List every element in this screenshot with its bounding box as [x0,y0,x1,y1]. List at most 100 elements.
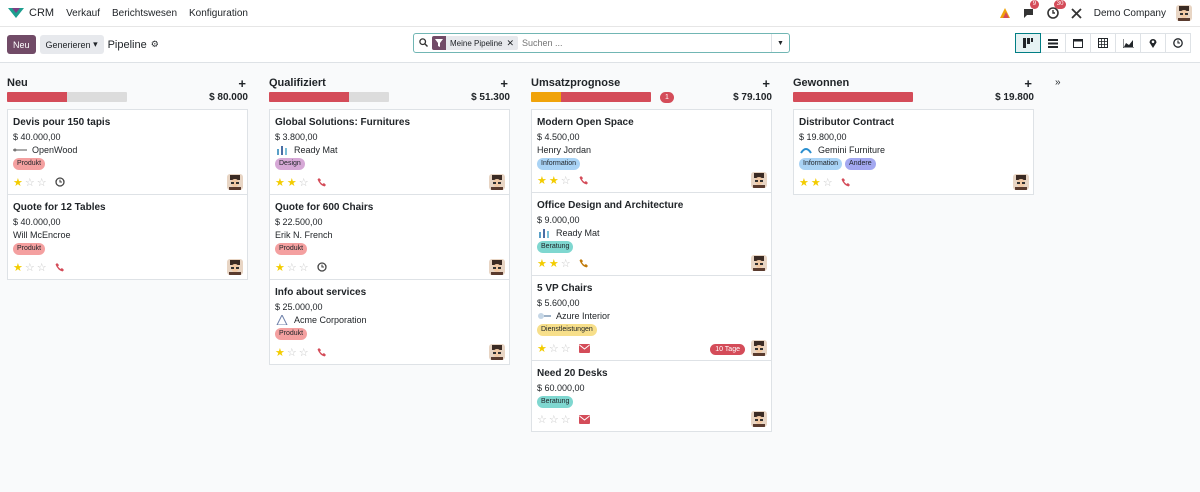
priority-star-icon[interactable]: ☆ [822,176,833,189]
priority-star-icon[interactable]: ☆ [548,343,559,355]
menu-konfiguration[interactable]: Konfiguration [189,7,248,19]
lead-card[interactable]: Modern Open Space $ 4.500,00 Henry Jordan I… [531,109,772,193]
priority-star-icon[interactable]: ★ [548,257,559,270]
lead-card[interactable]: Info about services $ 25.000,00 Acme Corpo… [269,279,510,365]
quick-create-plus-icon[interactable]: + [238,75,246,91]
lead-card[interactable]: Need 20 Desks $ 60.000,00 Beratung ☆ ☆ ☆ [531,360,772,432]
priority-star-icon[interactable]: ★ [537,343,547,355]
salesperson-avatar[interactable] [751,172,767,188]
column-count-badge[interactable]: 1 [660,91,674,103]
company-switcher[interactable]: Demo Company [1093,7,1166,19]
generate-button[interactable]: Generieren ▾ [39,35,104,54]
salesperson-avatar[interactable] [751,411,767,427]
view-graph[interactable] [1115,33,1141,53]
priority-star-icon[interactable]: ☆ [560,257,571,270]
app-name[interactable]: CRM [29,7,55,19]
envelope-icon[interactable] [578,415,590,426]
priority-star-icon[interactable]: ☆ [298,261,309,274]
clock-icon[interactable] [54,177,65,189]
priority-star-icon[interactable]: ☆ [286,261,297,274]
messages-icon[interactable]: 9 [1022,0,1040,20]
progress-segment[interactable] [561,92,651,102]
salesperson-avatar[interactable] [227,174,243,190]
salesperson-avatar[interactable] [751,255,767,271]
quick-create-plus-icon[interactable]: + [1024,75,1032,91]
priority-star-icon[interactable]: ★ [13,176,23,189]
priority-star-icon[interactable]: ☆ [24,176,35,189]
debug-tools-icon[interactable] [1070,6,1084,20]
priority-star-icon[interactable]: ☆ [560,174,571,187]
priority-star-icon[interactable]: ★ [13,261,23,274]
priority-star-icon[interactable]: ★ [799,176,809,189]
priority-star-icon[interactable]: ★ [810,176,821,189]
menu-berichtswesen[interactable]: Berichtswesen [111,7,178,19]
priority-star-icon[interactable]: ★ [548,174,559,187]
phone-icon[interactable] [579,258,589,270]
phone-icon[interactable] [841,177,851,189]
salesperson-avatar[interactable] [1013,174,1029,190]
priority-star-icon[interactable]: ★ [537,257,547,270]
phone-icon[interactable] [317,347,327,359]
activities-clock-icon[interactable]: 30 [1046,0,1067,20]
priority-star-icon[interactable]: ☆ [560,343,571,355]
search-input[interactable] [522,38,771,48]
menu-verkauf[interactable]: Verkauf [66,7,100,19]
priority-star-icon[interactable]: ★ [537,174,547,187]
progress-bar[interactable] [269,92,389,102]
progress-bar[interactable] [7,92,127,102]
quick-create-plus-icon[interactable]: + [762,75,770,91]
progress-segment[interactable] [269,92,350,102]
salesperson-avatar[interactable] [489,174,505,190]
priority-star-icon[interactable]: ☆ [560,414,571,426]
salesperson-avatar[interactable] [751,340,767,356]
facet-remove-icon[interactable]: ✕ [506,37,515,48]
priority-star-icon[interactable]: ☆ [24,261,35,274]
progress-segment[interactable] [531,92,561,102]
lead-card[interactable]: 5 VP Chairs $ 5.600,00 Azure Interior Diens… [531,275,772,361]
priority-star-icon[interactable]: ☆ [537,414,547,426]
crm-logo-icon[interactable] [8,7,24,19]
phone-icon[interactable] [579,175,589,187]
salesperson-avatar[interactable] [489,259,505,275]
lead-card[interactable]: Distributor Contract $ 19.800,00 Gemini Fu… [793,109,1034,195]
search-options-toggle[interactable]: ▼ [771,34,789,52]
view-calendar[interactable] [1065,33,1091,53]
gear-icon[interactable]: ⚙ [150,39,159,49]
lead-card[interactable]: Office Design and Architecture $ 9.000,00… [531,192,772,276]
salesperson-avatar[interactable] [489,344,505,360]
salesperson-avatar[interactable] [227,259,243,275]
priority-star-icon[interactable]: ☆ [298,176,309,189]
priority-star-icon[interactable]: ★ [275,261,285,274]
progress-bar[interactable] [531,92,651,102]
priority-star-icon[interactable]: ★ [286,176,297,189]
lead-card[interactable]: Quote for 12 Tables $ 40.000,00 Will McEnc… [7,194,248,280]
view-kanban[interactable] [1015,33,1041,53]
priority-star-icon[interactable]: ☆ [548,414,559,426]
user-avatar[interactable] [1176,5,1192,21]
lead-card[interactable]: Devis pour 150 tapis $ 40.000,00 OpenWood P… [7,109,248,195]
expand-columns-icon[interactable]: » [1055,77,1061,88]
progress-bar[interactable] [793,92,913,102]
view-activity[interactable] [1165,33,1191,53]
envelope-icon[interactable] [578,344,590,355]
priority-star-icon[interactable]: ★ [275,346,285,359]
priority-star-icon[interactable]: ★ [275,176,285,189]
priority-star-icon[interactable]: ☆ [36,176,47,189]
progress-segment[interactable] [793,92,913,102]
view-list[interactable] [1040,33,1066,53]
ai-assistant-icon[interactable] [998,6,1012,20]
progress-segment[interactable] [7,92,67,102]
priority-star-icon[interactable]: ☆ [286,346,297,359]
priority-star-icon[interactable]: ☆ [298,346,309,359]
phone-icon[interactable] [55,262,65,274]
clock-icon[interactable] [316,262,327,274]
lead-card[interactable]: Quote for 600 Chairs $ 22.500,00 Erik N. F… [269,194,510,280]
lead-card[interactable]: Global Solutions: Furnitures $ 3.800,00 Re… [269,109,510,195]
priority-star-icon[interactable]: ☆ [36,261,47,274]
phone-icon[interactable] [317,177,327,189]
search-icon[interactable] [414,37,432,49]
quick-create-plus-icon[interactable]: + [500,75,508,91]
view-map[interactable] [1140,33,1166,53]
new-button[interactable]: Neu [7,35,36,54]
view-pivot[interactable] [1090,33,1116,53]
